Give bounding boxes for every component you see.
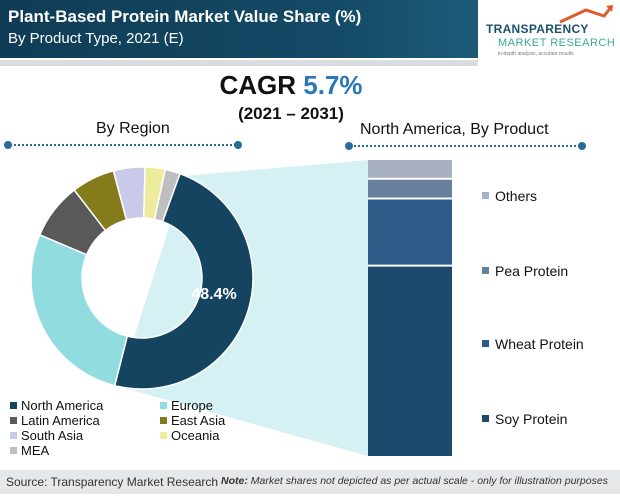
- legend-swatch: [10, 417, 17, 424]
- product-title-line: [350, 145, 580, 147]
- bar-segment-pea-protein: [368, 179, 452, 198]
- bar-segment-soy-protein: [368, 266, 452, 456]
- cagr-headline: CAGR 5.7%: [196, 70, 386, 101]
- region-section-title: By Region: [96, 120, 170, 137]
- legend-label: MEA: [21, 443, 50, 458]
- legend-item-east-asia: East Asia: [160, 413, 225, 428]
- legend-swatch: [482, 192, 489, 199]
- footnote-prefix: Note:: [221, 475, 248, 487]
- region-title-line: [10, 144, 236, 146]
- bar-label-wheat-protein: Wheat Protein: [482, 336, 584, 352]
- legend-swatch: [160, 432, 167, 439]
- bar-label-text: Others: [495, 188, 538, 204]
- legend-label: Europe: [171, 398, 213, 413]
- product-stacked-bar: [368, 160, 452, 456]
- cagr-value: 5.7%: [303, 70, 363, 100]
- footnote-text: Market shares not depicted as per actual…: [247, 475, 608, 487]
- cagr-label: CAGR: [219, 70, 297, 100]
- legend-label: East Asia: [171, 413, 226, 428]
- legend-label: Oceania: [171, 428, 220, 443]
- product-line-dot-right: [578, 142, 586, 150]
- legend-swatch: [160, 402, 167, 409]
- company-logo: TRANSPARENCY MARKET RESEARCH in-depth an…: [486, 5, 616, 65]
- chart-title: Plant-Based Protein Market Value Share (…: [8, 7, 362, 26]
- legend-item-north-america: North America: [10, 398, 103, 413]
- cagr-period: (2021 – 2031): [238, 104, 344, 123]
- donut-slice-mea: [153, 168, 181, 223]
- bar-label-soy-protein: Soy Protein: [482, 411, 567, 427]
- legend-item-latin-america: Latin America: [10, 413, 100, 428]
- footer: Source: Transparency Market Research Not…: [0, 470, 620, 494]
- chart-canvas: 48.4%: [30, 160, 452, 456]
- logo-arrow-icon: [559, 5, 614, 24]
- bar-segment-others: [368, 160, 452, 178]
- product-section-title: North America, By Product: [360, 121, 549, 138]
- bar-label-text: Soy Protein: [495, 411, 568, 427]
- region-line-dot-right: [234, 141, 242, 149]
- legend-item-europe: Europe: [160, 398, 213, 413]
- legend-swatch: [482, 340, 489, 347]
- footnote: Note: Market shares not depicted as per …: [221, 475, 608, 487]
- donut-slice-north-america: [113, 172, 254, 390]
- legend-item-mea: MEA: [10, 443, 49, 458]
- header: Plant-Based Protein Market Value Share (…: [0, 0, 620, 66]
- legend-swatch: [10, 432, 17, 439]
- bar-segment-wheat-protein: [368, 199, 452, 265]
- legend-swatch: [160, 417, 167, 424]
- legend-item-south-asia: South Asia: [10, 428, 83, 443]
- region-line-dot-left: [4, 141, 12, 149]
- legend-item-oceania: Oceania: [160, 428, 219, 443]
- header-strip: [0, 60, 478, 66]
- region-donut: [30, 166, 254, 390]
- legend-swatch: [482, 267, 489, 274]
- legend-swatch: [10, 402, 17, 409]
- donut-slice-europe: [30, 233, 129, 387]
- bar-label-text: Wheat Protein: [495, 336, 584, 352]
- source-text: Source: Transparency Market Research: [6, 475, 219, 489]
- legend-label: South Asia: [21, 428, 84, 443]
- bar-label-others: Others: [482, 188, 537, 204]
- legend-label: Latin America: [21, 413, 100, 428]
- logo-text-1: TRANSPARENCY: [486, 22, 589, 36]
- legend-swatch: [482, 415, 489, 422]
- chart-subtitle: By Product Type, 2021 (E): [8, 30, 184, 47]
- donut-center-label: 48.4%: [191, 286, 236, 303]
- header-banner: Plant-Based Protein Market Value Share (…: [0, 0, 478, 58]
- bar-label-text: Pea Protein: [495, 263, 569, 279]
- logo-tagline: in-depth analysis, accurate results: [498, 51, 574, 57]
- legend-label: North America: [21, 398, 104, 413]
- product-line-dot-left: [345, 142, 353, 150]
- legend-swatch: [10, 447, 17, 454]
- bar-label-pea-protein: Pea Protein: [482, 263, 568, 279]
- logo-text-2: MARKET RESEARCH: [498, 37, 616, 49]
